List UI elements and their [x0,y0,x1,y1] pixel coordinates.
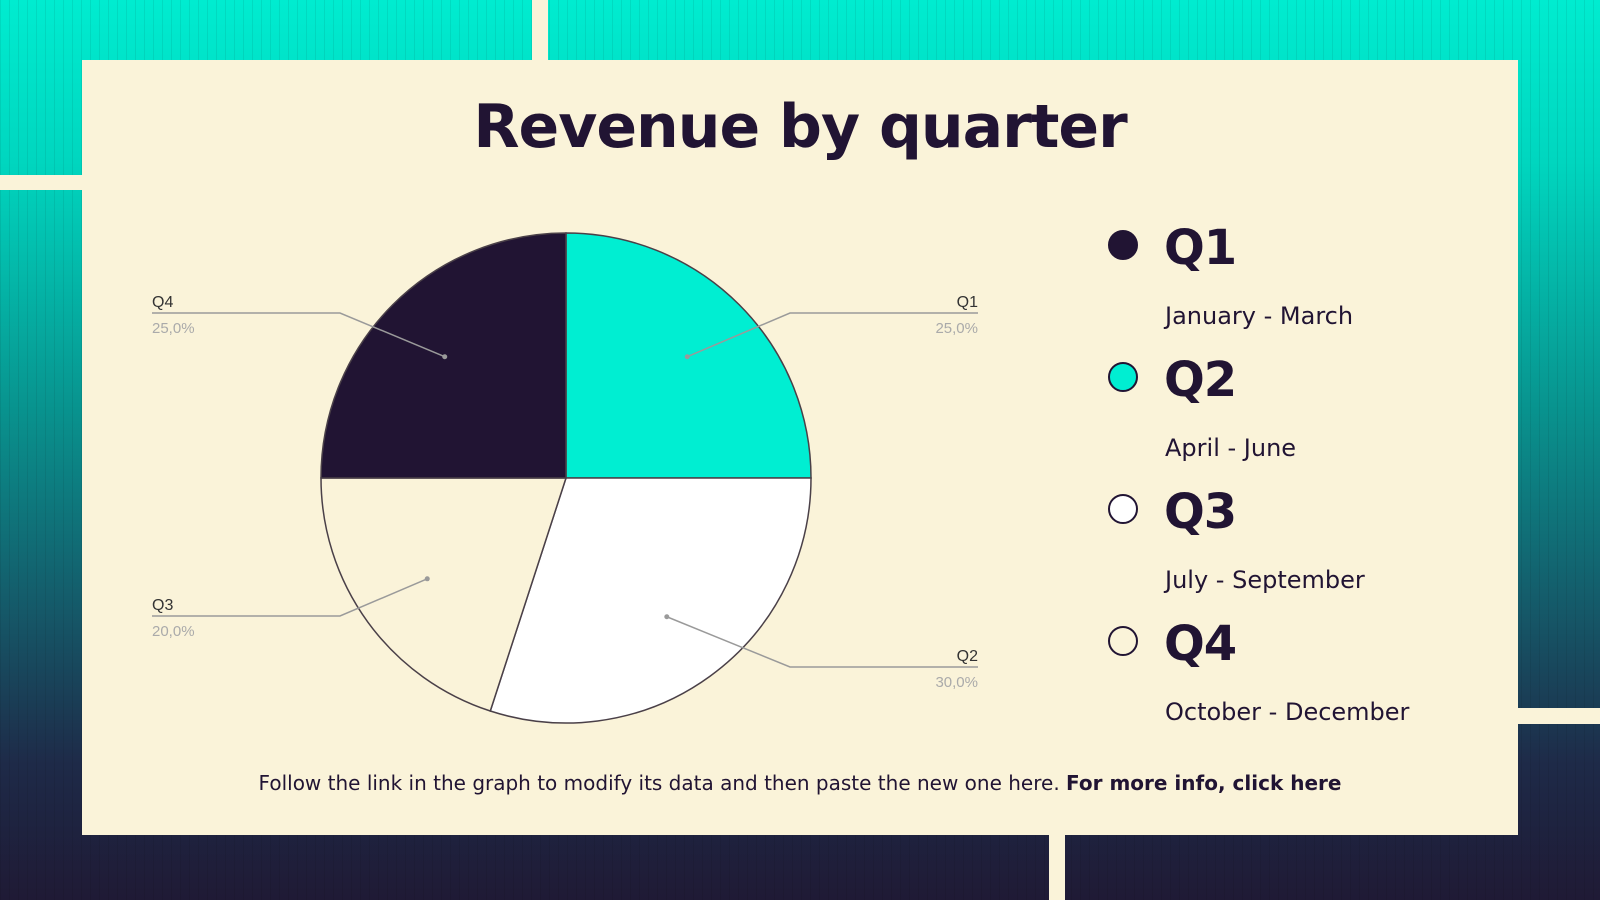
pie-slice-q3[interactable] [320,477,568,712]
leader-dot-q1 [684,354,690,360]
legend-label-q3: Q3 [1164,484,1237,540]
more-info-link[interactable]: For more info, click here [1066,771,1342,795]
legend-dot-q2 [1108,362,1138,392]
leader-line-q1 [686,312,978,358]
slice-value-q4: 25,0% [152,320,195,337]
slice-value-q3: 20,0% [152,623,195,640]
slice-label-q4: Q4 [152,294,173,311]
legend-label-q2: Q2 [1164,352,1237,408]
legend-label-q1: Q1 [1164,220,1237,276]
slice-label-q3: Q3 [152,597,173,614]
slice-value-q1: 25,0% [935,320,978,337]
slice-label-q1: Q1 [957,294,978,311]
leader-dot-q2 [664,614,670,620]
footer-text: Follow the link in the graph to modify i… [258,771,1060,795]
frame-line-top [532,0,548,62]
legend-dot-q1 [1108,230,1138,260]
frame-line-right [1516,708,1600,724]
leader-line-q4 [152,312,446,358]
pie-slice-q2[interactable] [489,477,812,724]
slice-label-q2: Q2 [957,648,978,665]
legend-dot-q4 [1108,626,1138,656]
legend-sub-q2: April - June [1165,434,1297,462]
frame-line-bottom [1049,833,1065,900]
slice-value-q2: 30,0% [935,674,978,691]
legend-sub-q4: October - December [1165,698,1410,726]
chart-title: Revenue by quarter [473,92,1127,162]
leader-line-q3 [152,578,428,617]
frame-line-left [0,175,84,190]
leader-dot-q4 [442,354,448,360]
leader-dot-q3 [424,576,430,582]
leader-line-q2 [666,616,978,668]
legend-sub-q1: January - March [1165,302,1354,330]
footer-note: Follow the link in the graph to modify i… [0,771,1600,795]
legend-label-q4: Q4 [1164,616,1237,672]
legend-dot-q3 [1108,494,1138,524]
legend-sub-q3: July - September [1165,566,1365,594]
